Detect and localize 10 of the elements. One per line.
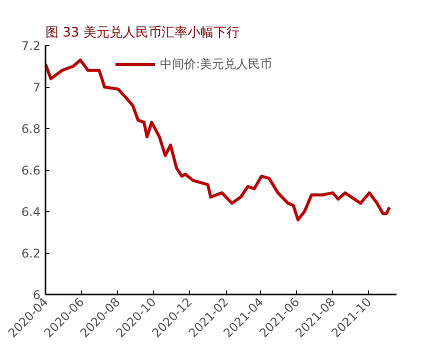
y-tick-label: 6.2 <box>21 246 41 260</box>
legend-label: 中间价:美元兑人民币 <box>160 56 272 72</box>
y-tick-label: 7.2 <box>21 39 41 53</box>
y-tick-label: 6.4 <box>21 205 41 219</box>
line-series <box>46 58 391 222</box>
y-tick-label: 7 <box>32 80 41 94</box>
chart-title: 图 33 美元兑人民币汇率小幅下行 <box>46 24 240 40</box>
y-tick-label: 6 <box>32 288 41 302</box>
y-tick-label: 6.8 <box>21 122 41 136</box>
y-tick-label: 6.6 <box>21 164 41 178</box>
